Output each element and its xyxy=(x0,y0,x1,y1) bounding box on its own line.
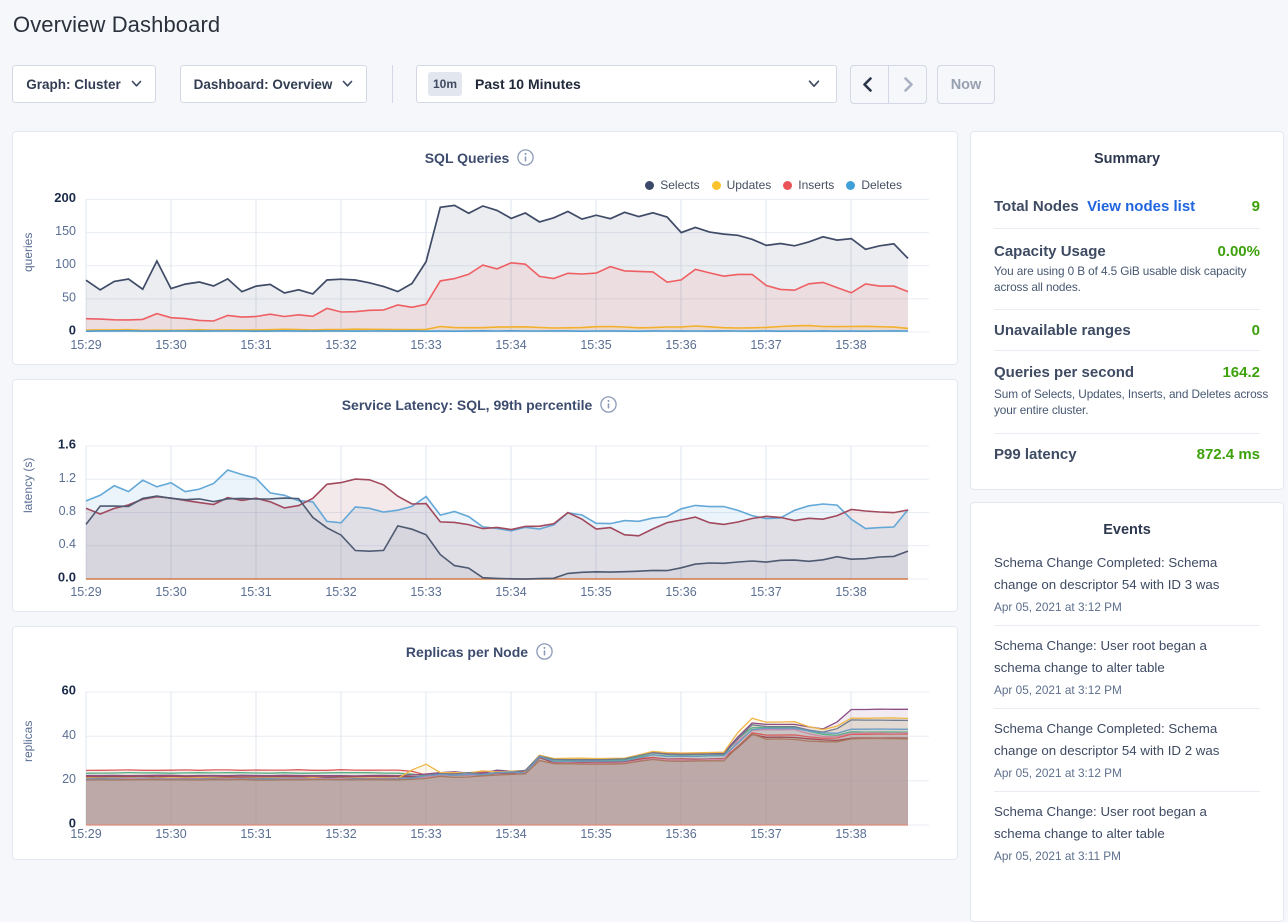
svg-text:0.8: 0.8 xyxy=(59,504,76,518)
svg-text:15:32: 15:32 xyxy=(325,338,356,352)
svg-text:0.4: 0.4 xyxy=(59,537,76,551)
svg-text:15:35: 15:35 xyxy=(580,827,611,841)
svg-text:0: 0 xyxy=(69,816,76,831)
svg-text:15:32: 15:32 xyxy=(325,827,356,841)
svg-text:1.2: 1.2 xyxy=(59,471,76,485)
svg-text:15:35: 15:35 xyxy=(580,585,611,599)
svg-text:20: 20 xyxy=(62,772,76,786)
svg-text:15:33: 15:33 xyxy=(410,585,441,599)
svg-text:15:36: 15:36 xyxy=(665,338,696,352)
svg-text:15:38: 15:38 xyxy=(835,827,866,841)
svg-text:15:37: 15:37 xyxy=(750,338,781,352)
svg-text:15:36: 15:36 xyxy=(665,585,696,599)
svg-text:15:30: 15:30 xyxy=(155,585,186,599)
svg-text:15:30: 15:30 xyxy=(155,338,186,352)
svg-text:15:31: 15:31 xyxy=(240,827,271,841)
svg-text:15:37: 15:37 xyxy=(750,827,781,841)
svg-text:15:37: 15:37 xyxy=(750,585,781,599)
svg-text:15:32: 15:32 xyxy=(325,585,356,599)
svg-text:queries: queries xyxy=(21,233,35,272)
svg-text:15:38: 15:38 xyxy=(835,585,866,599)
svg-text:15:38: 15:38 xyxy=(835,338,866,352)
svg-text:replicas: replicas xyxy=(21,721,35,762)
svg-text:200: 200 xyxy=(54,190,76,205)
svg-text:15:33: 15:33 xyxy=(410,827,441,841)
svg-text:15:31: 15:31 xyxy=(240,338,271,352)
svg-text:15:33: 15:33 xyxy=(410,338,441,352)
svg-text:1.6: 1.6 xyxy=(58,437,76,452)
svg-text:40: 40 xyxy=(62,728,76,742)
svg-text:15:29: 15:29 xyxy=(70,338,101,352)
svg-text:15:31: 15:31 xyxy=(240,585,271,599)
svg-text:15:30: 15:30 xyxy=(155,827,186,841)
svg-text:15:34: 15:34 xyxy=(495,585,526,599)
svg-text:15:34: 15:34 xyxy=(495,827,526,841)
svg-text:60: 60 xyxy=(62,683,76,698)
svg-text:100: 100 xyxy=(55,257,76,271)
svg-text:150: 150 xyxy=(55,224,76,238)
svg-text:15:29: 15:29 xyxy=(70,827,101,841)
svg-text:15:29: 15:29 xyxy=(70,585,101,599)
svg-text:50: 50 xyxy=(62,290,76,304)
svg-text:15:34: 15:34 xyxy=(495,338,526,352)
svg-text:15:36: 15:36 xyxy=(665,827,696,841)
svg-text:15:35: 15:35 xyxy=(580,338,611,352)
svg-text:0.0: 0.0 xyxy=(58,570,76,585)
svg-text:0: 0 xyxy=(69,323,76,338)
svg-text:latency (s): latency (s) xyxy=(21,458,35,513)
